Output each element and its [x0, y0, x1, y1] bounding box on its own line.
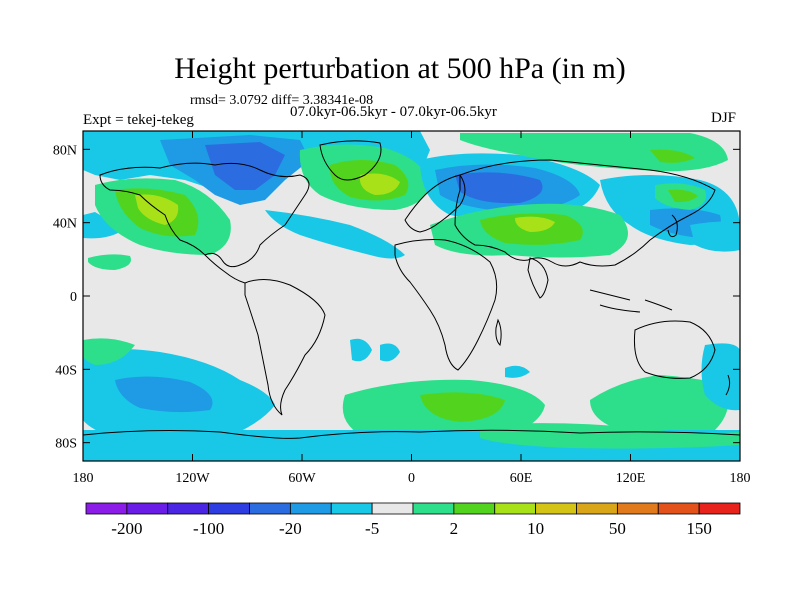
contour-eastasia-core	[668, 189, 698, 203]
stats-text: rmsd= 3.0792 diff= 3.38341e-08	[190, 93, 374, 108]
colorbar-swatch	[249, 502, 291, 515]
lon-tick-label: 120W	[175, 471, 210, 486]
coast-india	[527, 257, 549, 299]
colorbar-label: -5	[365, 519, 379, 538]
season-label: DJF	[711, 110, 737, 126]
lat-tick-label: 0	[70, 290, 77, 305]
colorbar-swatch	[698, 502, 741, 515]
lon-tick-label: 180	[730, 471, 751, 486]
plot-title: Height perturbation at 500 hPa (in m)	[174, 52, 626, 85]
colorbar: -200 -100 -20 -5 2 10 50 150	[85, 502, 741, 538]
contour-sindian-lightgreen	[420, 392, 505, 422]
lat-tick-label: 40S	[55, 363, 77, 378]
coast-new-zealand	[725, 374, 731, 396]
contour-spacific-core	[83, 338, 135, 365]
contour-sindian-cyan	[380, 343, 400, 362]
lon-tick-label: 180	[73, 471, 94, 486]
colorbar-label: 150	[686, 519, 712, 538]
coastlines	[83, 140, 740, 439]
longitude-axis: 180 120W 60W 0 60E 120E 180	[73, 131, 751, 486]
contour-tropic-green	[88, 254, 131, 270]
colorbar-swatch	[616, 502, 659, 515]
contour-safrica-cyan	[505, 365, 530, 378]
contour-canada-core	[205, 142, 285, 190]
contour-natlantic-cyan	[265, 210, 405, 259]
colorbar-swatch	[657, 502, 700, 515]
colorbar-swatch	[208, 502, 250, 515]
lat-tick-label: 80N	[53, 143, 77, 158]
coast-madagascar	[495, 318, 502, 347]
latitude-axis: 80N 40N 0 40S 80S	[53, 143, 740, 452]
lon-tick-label: 60E	[510, 471, 533, 486]
contour-eurasia-core	[455, 172, 543, 204]
lon-tick-label: 60W	[288, 471, 316, 486]
coast-australia	[634, 320, 716, 379]
coast-north-america	[99, 162, 310, 268]
colorbar-label: -100	[193, 519, 224, 538]
lon-tick-label: 0	[408, 471, 415, 486]
experiment-label: Expt = tekej-tekeg	[83, 112, 194, 128]
colorbar-swatch	[167, 502, 210, 515]
colorbar-label: -20	[279, 519, 302, 538]
contour-antarctic-green	[480, 423, 740, 449]
colorbar-swatch	[453, 502, 496, 515]
colorbar-swatch	[126, 502, 169, 515]
contour-arctic-east-core	[650, 149, 695, 163]
colorbar-label: -200	[111, 519, 142, 538]
colorbar-label: 10	[527, 519, 544, 538]
contour-epacific-cyan	[690, 221, 740, 252]
contour-saus-green	[590, 375, 729, 435]
lat-tick-label: 40N	[53, 217, 77, 232]
colorbar-swatch	[289, 502, 332, 515]
colorbar-swatch	[494, 502, 537, 515]
colorbar-label: 2	[450, 519, 459, 538]
colorbar-swatch	[535, 502, 577, 515]
contour-fills	[83, 131, 740, 461]
case-subtitle: 07.0kyr-06.5kyr - 07.0kyr-06.5kyr	[290, 104, 497, 120]
colorbar-label: 50	[609, 519, 626, 538]
colorbar-swatch	[576, 502, 618, 515]
lon-tick-label: 120E	[616, 471, 646, 486]
coast-antarctica	[83, 429, 740, 439]
coast-africa	[394, 239, 498, 371]
coast-asia	[454, 159, 716, 267]
contour-spacific-mid	[115, 376, 213, 413]
colorbar-swatch	[412, 502, 455, 515]
lat-tick-label: 80S	[55, 437, 77, 452]
contour-samerica-cyan	[350, 338, 372, 362]
coast-greenland	[319, 140, 382, 181]
coast-europe	[404, 174, 466, 233]
coast-indonesia	[589, 289, 673, 313]
coast-japan	[667, 214, 678, 238]
contour-atlantic-core	[359, 173, 400, 195]
contour-wpacific-cyan	[83, 212, 120, 239]
colorbar-swatch	[330, 502, 373, 515]
coast-central-america	[204, 254, 246, 284]
coast-south-america	[244, 279, 326, 416]
colorbar-swatch	[371, 502, 414, 515]
colorbar-swatch	[85, 502, 128, 515]
contour-asia-core	[515, 216, 555, 232]
